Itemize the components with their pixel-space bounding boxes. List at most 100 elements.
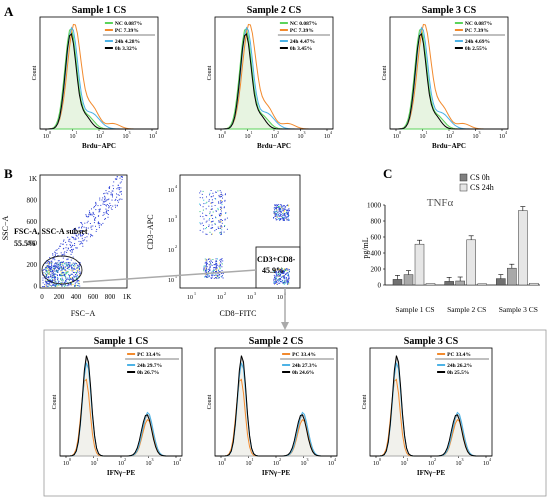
scatter2-xtick-exp: 3 <box>254 291 256 296</box>
brdu-histogram-1-legend-label: NC 0.087% <box>115 21 142 27</box>
brdu-histogram-1-xtick-label: 10 <box>70 134 76 140</box>
ifng-histogram-2-curve-3 <box>215 355 337 457</box>
ifng-histogram-2-title: Sample 2 CS <box>249 336 304 347</box>
ifng-histogram-2-legend-label: 0h 24.6% <box>292 370 314 376</box>
bar-2-1 <box>444 281 454 286</box>
brdu-histogram-1-xtick-exp: 3 <box>129 130 131 135</box>
scatter2-ytick-exp: 4 <box>175 184 177 189</box>
ifng-histogram-3-frame <box>369 347 493 457</box>
ifng-histogram-2-legend-label: PC 33.4% <box>292 352 316 358</box>
ifng-histogram-1-xtick-label: 10 <box>173 461 179 467</box>
bar-3-1 <box>496 278 506 286</box>
brdu-histogram-3-ylabel: Count <box>382 65 388 80</box>
ifng-panel-box <box>43 329 547 497</box>
brdu-histogram-2-ylabel: Count <box>207 65 213 80</box>
ifng-histogram-3-xtick-label: 10 <box>401 461 407 467</box>
brdu-histogram-1-xtick-exp: 1 <box>76 130 78 135</box>
scatter1-ytick-label: 200 <box>27 261 38 269</box>
bar-2-3 <box>466 239 476 286</box>
ifng-histogram-2-xlabel: IFNγ−PE <box>262 469 291 477</box>
ifng-histogram-1-legend-label: 0h 26.7% <box>137 370 159 376</box>
ifng-histogram-3-legend-label: 24h 26.2% <box>447 363 472 369</box>
brdu-histogram-3-xtick-label: 10 <box>420 134 426 140</box>
chart-ytick-label: 800 <box>371 218 382 226</box>
brdu-histogram-1-legend-label: PC 7.39% <box>115 28 139 34</box>
brdu-histogram-2-xtick-exp: 1 <box>251 130 253 135</box>
brdu-histogram-1-legend-label: 24h 4.28% <box>115 39 140 45</box>
bar-1-3 <box>414 243 425 286</box>
scatter1-points <box>42 176 123 287</box>
brdu-histogram-2-xtick-exp: 3 <box>304 130 306 135</box>
brdu-histogram-1-legend-label: 0h 3.32% <box>115 46 137 52</box>
brdu-histogram-3-frame <box>389 16 509 130</box>
brdu-histogram-3-xtick-exp: 0 <box>399 130 401 135</box>
ifng-histogram-3-ylabel: Count <box>362 394 368 409</box>
scatter2-xtick-label: 10 <box>277 295 283 301</box>
brdu-histogram-2-curve-3 <box>215 33 333 130</box>
chart-category-label: Sample 2 CS <box>447 305 486 314</box>
brdu-histogram-2-legend-label: 0h 3.45% <box>290 46 312 52</box>
scatter2-ytick-label: 10 <box>168 218 174 224</box>
scatter2-gate-label: CD3+CD8- <box>257 255 296 264</box>
ifng-histogram-2-frame <box>214 347 338 457</box>
ifng-histogram-3-legend-label: 0h 25.5% <box>447 370 469 376</box>
ifng-histogram-2-xtick-label: 10 <box>301 461 307 467</box>
chart-ytick-label: 200 <box>371 266 382 274</box>
scatter-cd8-cd3: CD3−APC CD8−FITC CD3+CD8- 45.9% 10110110… <box>146 174 301 318</box>
brdu-histogram-3-xtick-label: 10 <box>446 134 452 140</box>
chart-ytick-label: 1000 <box>367 202 382 210</box>
scatter2-gate <box>255 246 301 289</box>
scatter2-ylabel: CD3−APC <box>146 214 155 249</box>
scatter2-ytick-exp: 3 <box>175 214 177 219</box>
ifng-histogram-3-legend-label: PC 33.4% <box>447 352 471 358</box>
brdu-histogram-2-xtick-label: 10 <box>298 134 304 140</box>
scatter2-ytick-label: 10 <box>168 188 174 194</box>
brdu-histogram-2-legend-label: NC 0.087% <box>290 21 317 27</box>
scatter2-xtick-label: 10 <box>247 295 253 301</box>
brdu-histogram-3-legend-label: 0h 2.55% <box>465 46 487 52</box>
ifng-histogram-2-ylabel: Count <box>207 394 213 409</box>
brdu-histogram-1-xlabel: Brdu−APC <box>82 142 116 150</box>
ifng-histogram-1-frame <box>59 347 183 457</box>
ifng-histogram-3-xtick-label: 10 <box>483 461 489 467</box>
brdu-histogram-3-xlabel: Brdu−APC <box>432 142 466 150</box>
scatter1-ytick-label: 1K <box>28 175 37 183</box>
ifng-histogram-1-xtick-exp: 1 <box>97 457 99 462</box>
ifng-histogram-1-xtick-label: 10 <box>146 461 152 467</box>
scatter2-xtick-exp: 2 <box>224 291 226 296</box>
ifng-histogram-1-curve-3 <box>60 355 182 457</box>
brdu-histogram-3-title: Sample 3 CS <box>422 5 477 16</box>
brdu-histogram-3-xtick-exp: 3 <box>479 130 481 135</box>
brdu-histogram-1-xtick-exp: 4 <box>155 130 157 135</box>
scatter1-xlabel: FSC−A <box>71 309 96 318</box>
brdu-histogram-1-frame <box>39 16 159 130</box>
scatter2-gate-value: 45.9% <box>262 266 284 275</box>
row-a-histograms: Sample 1 CSCountBrdu−APC100101102103104N… <box>32 5 509 150</box>
scatter2-xtick-exp: 1 <box>194 291 196 296</box>
brdu-histogram-1-ylabel: Count <box>32 65 38 80</box>
ifng-histogram-2-xtick-label: 10 <box>218 461 224 467</box>
brdu-histogram-3-legend-label: NC 0.087% <box>465 21 492 27</box>
legend-swatch <box>459 183 468 192</box>
brdu-histogram-2-xtick-exp: 4 <box>330 130 332 135</box>
ifng-histogram-3-xtick-exp: 2 <box>434 457 436 462</box>
ifng-histogram-3-xtick-exp: 0 <box>379 457 381 462</box>
ifng-histogram-1-title: Sample 1 CS <box>94 336 149 347</box>
scatter1-xtick-label: 400 <box>71 293 82 301</box>
chart-ytick-label: 0 <box>378 282 382 290</box>
ifng-histogram-1-xtick-exp: 3 <box>152 457 154 462</box>
ifng-histogram-1-xlabel: IFNγ−PE <box>107 469 136 477</box>
ifng-histogram-3-title: Sample 3 CS <box>404 336 459 347</box>
ifng-histogram-2-xtick-exp: 0 <box>224 457 226 462</box>
scatter2-ytick-exp: 2 <box>175 244 177 249</box>
panel-label-a: A <box>4 4 14 19</box>
scatter-fsc-ssc: SSC−A FSC−A FSC-A, SSC-A subset 55.5% 1K… <box>1 174 131 318</box>
brdu-histogram-2-xtick-exp: 0 <box>224 130 226 135</box>
scatter2-points <box>199 190 290 285</box>
brdu-histogram-2-legend-label: 24h 4.47% <box>290 39 315 45</box>
scatter1-xtick-label: 800 <box>105 293 116 301</box>
brdu-histogram-2-xtick-label: 10 <box>324 134 330 140</box>
brdu-histogram-1-xtick-label: 10 <box>123 134 129 140</box>
scatter1-xtick-label: 200 <box>54 293 65 301</box>
